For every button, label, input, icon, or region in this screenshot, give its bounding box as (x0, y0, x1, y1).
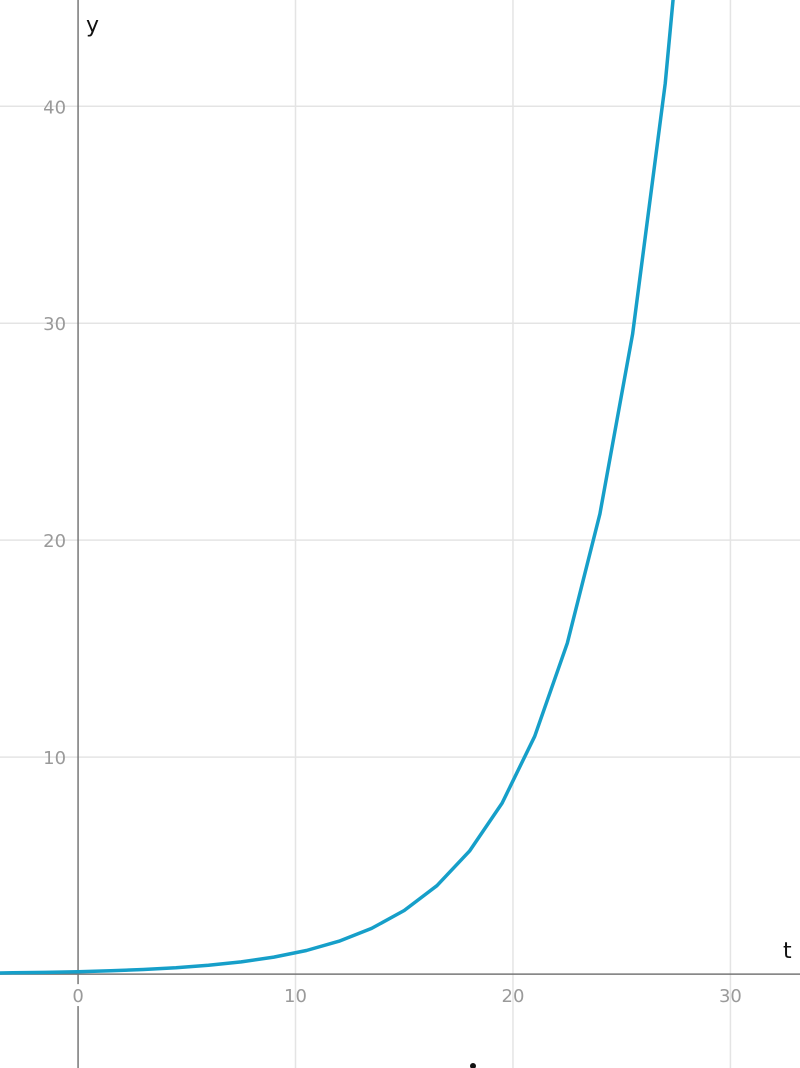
x-tick-label: 30 (719, 986, 742, 1007)
y-tick-label: 40 (43, 97, 66, 118)
y-axis-label: y (86, 13, 99, 38)
x-axis-label: t (783, 939, 792, 964)
y-tick-label: 20 (43, 531, 66, 552)
x-tick-label: 10 (284, 986, 307, 1007)
x-tick-label: 20 (502, 986, 525, 1007)
plot-area (0, 0, 675, 975)
tick-labels: 0 10 20 30 10 20 30 40 (43, 97, 742, 1007)
x-tick-label: 0 (72, 986, 83, 1007)
series-line-0 (0, 0, 675, 975)
y-tick-label: 10 (43, 748, 66, 769)
y-tick-label: 30 (43, 314, 66, 335)
cursor-dot (470, 1063, 476, 1068)
